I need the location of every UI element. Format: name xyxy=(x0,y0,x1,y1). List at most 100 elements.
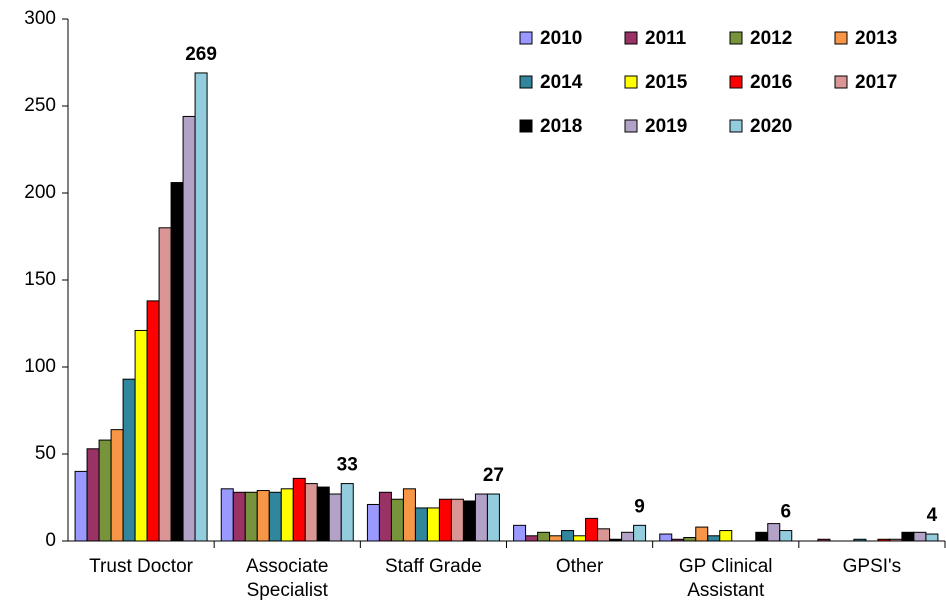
bar xyxy=(402,488,416,542)
x-tick-label: GP Clinical Assistant xyxy=(678,556,773,601)
y-tick-label: 50 xyxy=(35,443,56,464)
bar xyxy=(86,448,100,542)
legend-swatch xyxy=(834,31,848,45)
x-tick-label: GPSI's xyxy=(842,556,902,577)
bar xyxy=(537,531,551,542)
x-tick-label-box: Staff Grade xyxy=(384,556,482,577)
bar xyxy=(328,493,342,542)
bar xyxy=(414,507,428,542)
bar xyxy=(74,470,88,542)
legend-label: 2016 xyxy=(750,72,792,93)
bar xyxy=(450,498,464,542)
bar xyxy=(597,528,611,542)
legend-swatch xyxy=(834,75,848,89)
bar xyxy=(561,530,575,542)
bar xyxy=(683,537,697,542)
bar xyxy=(390,498,404,542)
x-tick-label: Associate Specialist xyxy=(246,556,329,601)
bar xyxy=(122,378,136,542)
legend-label: 2019 xyxy=(645,116,687,137)
bar xyxy=(232,491,246,542)
bar xyxy=(633,524,647,542)
bar xyxy=(182,115,196,542)
x-tick-label-box: GPSI's xyxy=(842,556,902,577)
data-label: 9 xyxy=(634,496,645,517)
legend-swatch xyxy=(624,119,638,133)
bar xyxy=(146,300,160,542)
bar xyxy=(340,483,354,542)
legend-label: 2017 xyxy=(855,72,897,93)
bar xyxy=(292,477,306,542)
bar xyxy=(621,531,635,542)
bar xyxy=(220,488,234,542)
legend-label: 2011 xyxy=(645,28,687,49)
x-tick-label-box: GP Clinical Assistant xyxy=(678,556,773,601)
bar xyxy=(707,535,721,542)
bar xyxy=(585,517,599,542)
bar xyxy=(462,500,476,542)
bar xyxy=(474,493,488,542)
data-label: 4 xyxy=(927,505,938,526)
legend-label: 2015 xyxy=(645,72,688,93)
bar xyxy=(366,503,380,542)
bar xyxy=(316,486,330,542)
bar xyxy=(268,491,282,542)
y-tick-label: 250 xyxy=(24,95,56,116)
legend-label: 2020 xyxy=(750,116,792,137)
legend-label: 2012 xyxy=(750,28,792,49)
bar xyxy=(256,490,270,542)
bar xyxy=(110,429,124,542)
y-tick-label: 300 xyxy=(24,8,56,29)
x-tick-label: Trust Doctor xyxy=(89,556,193,577)
bar xyxy=(170,182,184,542)
x-tick-label: Other xyxy=(555,556,604,577)
bar xyxy=(438,498,452,542)
legend-swatch xyxy=(729,75,743,89)
bar xyxy=(134,329,148,542)
bar xyxy=(98,439,112,542)
legend-swatch xyxy=(519,31,533,45)
bar xyxy=(304,483,318,542)
data-label: 6 xyxy=(780,502,791,523)
bar xyxy=(719,530,733,542)
x-tick-label-box: Associate Specialist xyxy=(246,556,329,601)
legend-label: 2010 xyxy=(540,28,582,49)
legend-swatch xyxy=(519,119,533,133)
bar xyxy=(913,531,927,542)
bar xyxy=(426,507,440,542)
bar xyxy=(244,491,258,542)
bar xyxy=(158,227,172,542)
legend-swatch xyxy=(624,75,638,89)
bar xyxy=(695,526,709,542)
bar xyxy=(755,531,769,542)
bar xyxy=(486,493,500,542)
y-tick-label: 150 xyxy=(24,269,56,290)
data-label: 33 xyxy=(337,455,358,476)
legend-swatch xyxy=(729,119,743,133)
x-tick-label-box: Trust Doctor xyxy=(89,556,193,577)
bar xyxy=(280,488,294,542)
legend-label: 2014 xyxy=(540,72,583,93)
legend-swatch xyxy=(519,75,533,89)
legend-label: 2013 xyxy=(855,28,897,49)
bar xyxy=(901,531,915,542)
bar xyxy=(573,535,587,542)
data-label: 269 xyxy=(185,44,217,65)
bar xyxy=(925,533,939,542)
bar xyxy=(525,535,539,542)
bar xyxy=(194,72,208,542)
bar xyxy=(779,530,793,542)
x-tick-label-box: Other xyxy=(555,556,604,577)
bar xyxy=(378,491,392,542)
bar xyxy=(549,535,563,542)
bar xyxy=(767,523,781,542)
y-tick-label: 200 xyxy=(24,182,56,203)
bar xyxy=(513,524,527,542)
legend-label: 2018 xyxy=(540,116,582,137)
legend-swatch xyxy=(624,31,638,45)
y-tick-label: 0 xyxy=(45,530,56,551)
bar xyxy=(659,533,673,542)
legend-swatch xyxy=(729,31,743,45)
x-tick-label: Staff Grade xyxy=(384,556,482,577)
